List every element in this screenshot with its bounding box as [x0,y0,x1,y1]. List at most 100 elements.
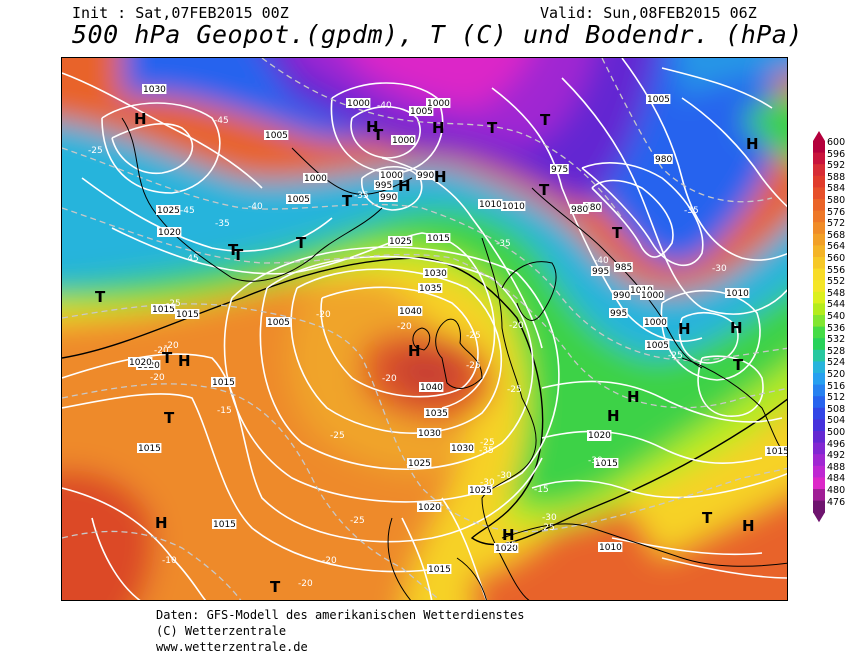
colorbar-label: 580 [827,195,846,206]
pressure-label-bg [494,543,519,553]
temperature-label: -30 [480,478,495,488]
pressure-label-bg [388,236,413,246]
pressure-label-bg [640,290,665,300]
low-pressure-marker: T [162,349,173,367]
temperature-label: -15 [217,406,232,416]
colorbar-label: 596 [827,148,846,160]
pressure-label: 1015 [595,459,618,469]
low-pressure-marker: T [539,181,550,199]
colorbar-swatch [813,465,825,478]
pressure-label-bg [212,519,237,529]
footer-url[interactable]: www.wetterzentrale.de [156,640,308,654]
pressure-label: 1015 [152,305,175,315]
temperature-label: -35 [496,239,511,249]
pressure-label-bg [501,201,526,211]
pressure-label-bg [654,154,673,164]
colorbar-label: 600 [827,137,846,148]
high-pressure-marker: H [502,526,515,544]
pressure-label-bg [426,98,451,108]
temperature-label: -20 [509,321,524,331]
pressure-label: 1015 [427,234,450,244]
colorbar-label: 568 [827,229,846,241]
temperature-label: -45 [184,254,199,264]
temperature-label: -30 [588,456,603,466]
pressure-label: 990 [417,171,434,181]
pressure-label: 1005 [287,195,310,205]
high-pressure-marker: H [678,320,691,338]
colorbar-label: 536 [827,322,846,334]
init-time: Init : Sat,07FEB2015 00Z [72,4,289,22]
colorbar-swatch [813,141,825,154]
isotherms [62,58,787,600]
temperature-label: -30 [712,264,727,274]
pressure-label-bg [417,502,442,512]
geopotential-field [62,58,787,600]
high-pressure-marker: H [434,168,447,186]
temperature-label: -25 [540,523,555,533]
pressure-label: 1000 [644,318,667,328]
colorbar-swatch [813,338,825,351]
footer-source: Daten: GFS-Modell des amerikanischen Wet… [156,608,525,622]
pressure-label-bg [468,485,493,495]
colorbar-swatch [813,407,825,420]
low-pressure-marker: T [702,509,713,527]
pressure-label: 995 [375,181,392,191]
high-pressure-marker: H [366,118,379,136]
temperature-label: -25 [350,516,365,526]
colorbar-swatch [813,268,825,281]
colorbar-label: 480 [827,485,846,496]
colorbar-bottom-arrow [813,512,825,523]
colorbar-swatch [813,187,825,200]
colorbar-label: 496 [827,438,846,450]
weather-map: 1030 1005 1000 1000 1005 1000 1005 1000 1000 995 9… [61,57,788,601]
colorbar-label: 572 [827,218,846,230]
pressure-label-bg [266,317,291,327]
temperature-label: -20 [397,322,412,332]
low-pressure-marker: T [228,241,239,259]
pressure-label: 1015 [766,447,788,457]
pressure-label: 1040 [399,307,422,317]
pressure-label: 1005 [267,318,290,328]
colorbar-swatch [813,373,825,386]
temperature-label: -20 [150,373,165,383]
pressure-label: 1010 [479,200,502,210]
pressure-label-bg [594,458,619,468]
colorbar-swatch [813,396,825,409]
high-pressure-marker: H [432,119,445,137]
pressure-label-bg [398,306,423,316]
pressure-label-bg [450,443,475,453]
high-pressure-marker: H [155,514,168,532]
temperature-label: -35 [215,219,230,229]
colorbar-label: 532 [827,334,846,346]
pressure-label-bg [570,204,589,214]
colorbar-swatch [813,442,825,455]
temperature-label: -10 [162,556,177,566]
pressure-label-bg [614,262,633,272]
pressure-label: 1025 [408,459,431,469]
pressure-label: 995 [592,267,609,277]
low-pressure-marker: T [342,192,353,210]
pressure-label: 1020 [588,431,611,441]
colorbar-swatch [813,245,825,258]
pressure-label: 1020 [158,228,181,238]
temperature-label: -40 [594,256,609,266]
pressure-label: 990 [613,291,630,301]
pressure-label: 1015 [428,565,451,575]
pressure-label: 1030 [418,429,441,439]
colorbar [813,131,825,523]
pressure-label: 1025 [389,237,412,247]
colorbar-swatch [813,454,825,467]
high-pressure-marker: H [746,135,759,153]
high-pressure-marker: H [607,407,620,425]
colorbar-swatch [813,349,825,362]
colorbar-label: 484 [827,473,846,485]
pressure-label-bg [550,164,569,174]
temperature-label: -40 [248,202,263,212]
temperature-label: -25 [668,351,683,361]
pressure-label-bg [157,227,182,237]
pressure-label-bg [379,170,404,180]
temperature-label: -40 [377,101,392,111]
low-pressure-marker: T [233,246,244,264]
low-pressure-marker: T [487,119,498,137]
